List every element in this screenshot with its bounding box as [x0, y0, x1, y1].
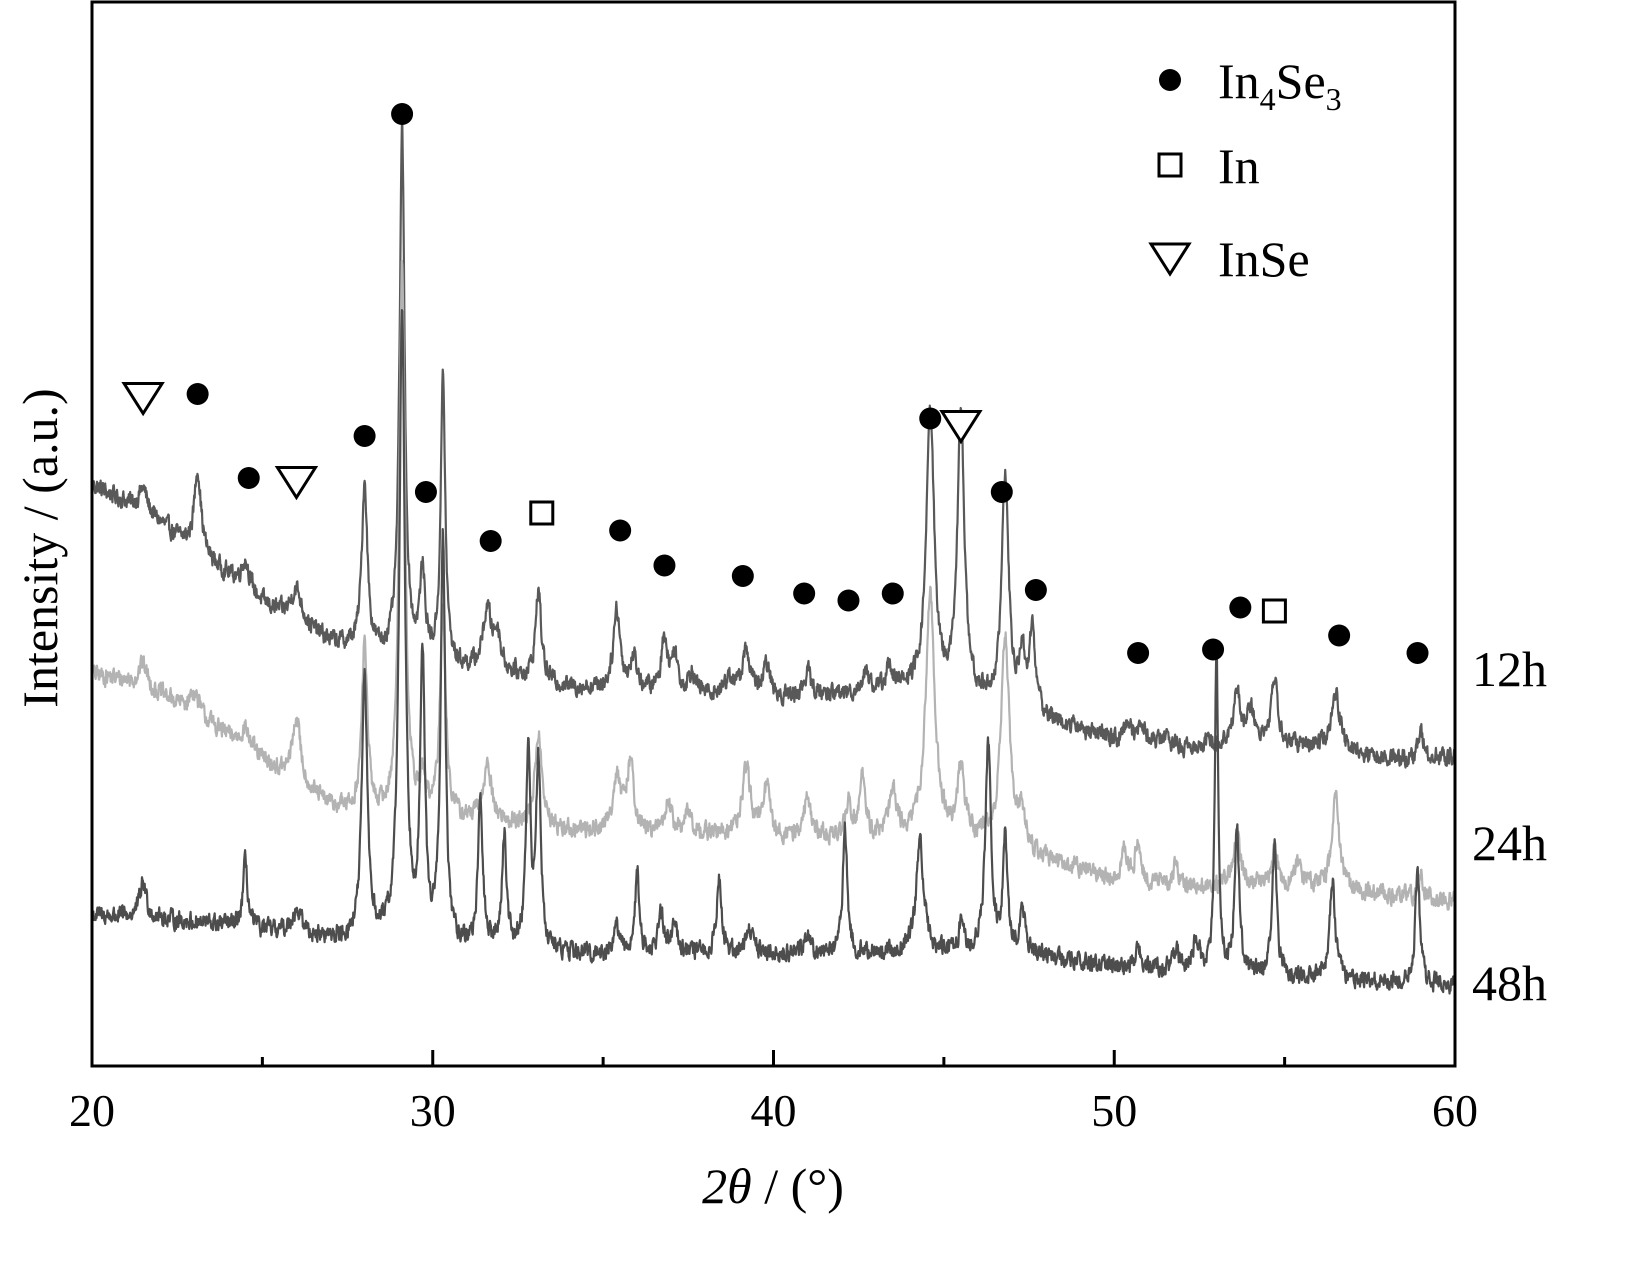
x-axis-ticks: 20 30 40 50 60 [69, 1050, 1478, 1136]
x-tick-label: 30 [410, 1085, 456, 1136]
series-label-24h: 24h [1472, 815, 1547, 871]
legend-label: In4Se3 [1218, 53, 1342, 117]
peak-marker-In4Se3 [653, 554, 676, 577]
peak-marker-In [529, 500, 555, 526]
x-tick-label: 60 [1432, 1085, 1478, 1136]
peak-marker-InSe [274, 466, 319, 501]
series-label-12h: 12h [1472, 641, 1547, 697]
legend: In4Se3 In InSe [1148, 53, 1342, 287]
y-axis-title: Intensity / (a.u.) [12, 388, 68, 707]
x-tick-label: 50 [1091, 1085, 1137, 1136]
legend-marker-open-triangle-down [1148, 242, 1192, 277]
peak-marker-In4Se3 [1229, 596, 1252, 619]
peak-marker-In4Se3 [919, 407, 942, 430]
peak-marker-In4Se3 [990, 481, 1013, 503]
peak-marker-In [1261, 598, 1287, 624]
peak-marker-In4Se3 [1406, 642, 1429, 664]
peak-marker-In4Se3 [609, 519, 632, 542]
x-axis-title-unit: / (°) [752, 1158, 844, 1214]
legend-marker-open-square [1157, 152, 1183, 178]
peak-marker-In4Se3 [391, 103, 414, 125]
series-layer [90, 122, 1457, 995]
peak-marker-In4Se3 [479, 530, 502, 552]
x-axis-title-symbol: 2θ [702, 1158, 752, 1214]
x-axis-title: 2θ / (°) [702, 1158, 844, 1214]
peak-marker-In4Se3 [731, 565, 754, 587]
peak-marker-In4Se3 [837, 589, 860, 612]
peak-marker-In4Se3 [414, 481, 437, 503]
peak-marker-InSe [121, 382, 165, 417]
legend-label: InSe [1218, 231, 1310, 287]
peak-marker-In4Se3 [237, 467, 260, 489]
peak-marker-In4Se3 [881, 582, 904, 605]
peak-marker-InSe [939, 410, 983, 445]
series-line-12h [90, 122, 1457, 769]
peak-marker-In4Se3 [1328, 624, 1351, 647]
peak-marker-In4Se3 [186, 383, 209, 405]
peak-marker-In4Se3 [1127, 642, 1150, 664]
series-label-48h: 48h [1472, 955, 1547, 1011]
x-tick-label: 40 [751, 1085, 797, 1136]
peak-marker-In4Se3 [1024, 579, 1047, 601]
peak-marker-In4Se3 [353, 425, 376, 447]
peak-marker-In4Se3 [1202, 638, 1225, 661]
legend-marker-filled-circle [1159, 69, 1181, 91]
series-labels: 12h 24h 48h [1472, 641, 1547, 1011]
peak-marker-In4Se3 [793, 582, 816, 605]
x-tick-label: 20 [69, 1085, 115, 1136]
series-line-24h [90, 259, 1457, 911]
peak-marker-layer [121, 103, 1429, 664]
series-line-48h [91, 309, 1457, 995]
legend-label: In [1218, 138, 1260, 194]
